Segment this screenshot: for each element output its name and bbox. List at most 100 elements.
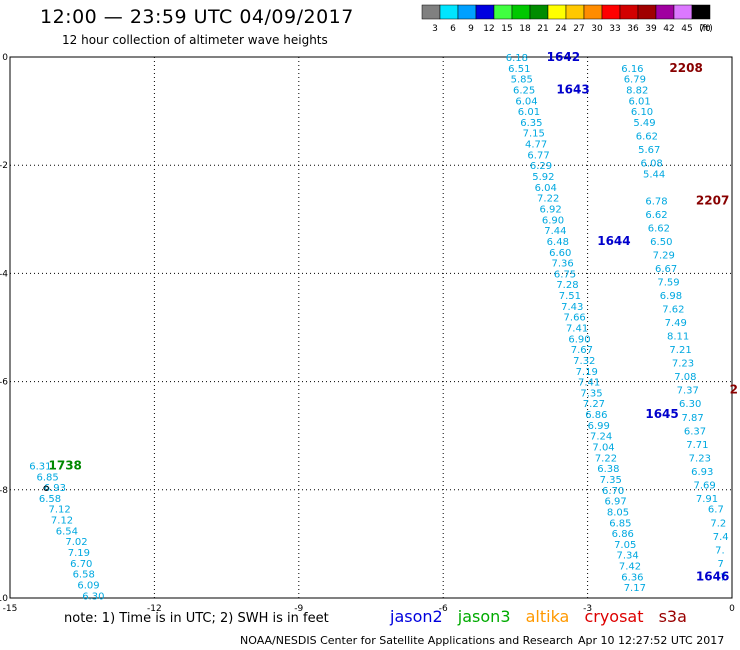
wave-height-value: 6.51: [508, 64, 530, 75]
wave-height-value: 7.04: [592, 443, 614, 454]
page-subtitle: 12 hour collection of altimeter wave hei…: [62, 33, 328, 47]
wave-height-value: 6.62: [645, 210, 667, 221]
wave-height-value: 7.17: [624, 583, 646, 594]
wave-height-value: 7.: [715, 545, 725, 556]
wave-height-value: 6.60: [549, 248, 571, 259]
wave-height-value: 7.62: [662, 305, 684, 316]
wave-height-value: 7.12: [49, 505, 71, 516]
y-tick-label: -8: [0, 486, 8, 496]
wave-height-value: 7.22: [537, 194, 559, 205]
wave-height-value: 6.70: [602, 486, 624, 497]
wave-height-value: 7.87: [681, 413, 703, 424]
y-tick-label: -4: [0, 269, 8, 279]
wave-height-value: 6.31: [29, 461, 51, 472]
color-bin-label: 45: [681, 24, 692, 34]
wave-height-value: 6.79: [624, 75, 646, 86]
color-bin-label: 70: [699, 24, 711, 34]
y-tick-label: -2: [0, 161, 8, 171]
pass-time-label: 1642: [547, 50, 580, 64]
wave-height-value: 6.93: [691, 467, 713, 478]
wave-height-value: 6.37: [684, 426, 706, 437]
wave-height-value: 7.19: [576, 367, 598, 378]
wave-height-value: 7.35: [600, 475, 622, 486]
wave-height-value: 7.43: [561, 302, 583, 313]
color-bin-label: 42: [663, 24, 674, 34]
wave-height-value: 6.38: [597, 464, 619, 475]
wave-height-value: 7.69: [693, 480, 715, 491]
data-layer: 6.316.856.936.587.127.126.547.027.196.70…: [29, 50, 738, 602]
color-bin-unit: (ft): [699, 24, 713, 34]
wave-height-value: 6.90: [542, 215, 564, 226]
wave-height-value: 6.35: [520, 118, 542, 129]
color-bin-label: 33: [609, 24, 620, 34]
wave-height-value: 6.29: [530, 161, 552, 172]
page-title: 12:00 — 23:59 UTC 04/09/2017: [40, 6, 354, 28]
color-bin-label: 36: [627, 24, 639, 34]
wave-height-value: 6.85: [36, 472, 58, 483]
wave-height-value: 6.18: [506, 53, 528, 64]
wave-height-value: 6.10: [631, 107, 653, 118]
wave-height-value: 8.11: [667, 332, 689, 343]
wave-height-value: 7.02: [65, 537, 87, 548]
wave-height-value: 6.09: [77, 580, 99, 591]
wave-height-value: 7.67: [571, 345, 593, 356]
legend-jason3: jason3: [457, 607, 511, 626]
wave-height-value: 6.70: [70, 559, 92, 570]
wave-height-value: 6.58: [39, 494, 61, 505]
wave-height-value: 4.77: [525, 140, 547, 151]
color-bin-70: [691, 4, 711, 20]
wave-height-value: 6.04: [535, 183, 557, 194]
pass-time-label: 2207: [696, 193, 729, 207]
color-bin-label: 30: [591, 24, 603, 34]
x-tick-label: -9: [294, 604, 303, 614]
satellite-legend: jason2 jason3 altika cryosat s3a: [390, 607, 697, 626]
wave-height-value: 7.59: [657, 278, 679, 289]
generated-timestamp: Apr 10 12:27:52 UTC 2017: [578, 634, 725, 647]
wave-height-value: 6.85: [609, 518, 631, 529]
wave-height-value: 7: [718, 559, 724, 570]
wave-height-value: 6.08: [641, 158, 663, 169]
wave-height-value: 6.04: [515, 96, 537, 107]
wave-height-value: 5.92: [532, 172, 554, 183]
x-tick-label: -15: [3, 604, 18, 614]
wave-height-value: 6.90: [568, 334, 590, 345]
wave-height-value: 7.27: [583, 399, 605, 410]
wave-height-plot: -15-12-9-6-300-2-4-6-8-106.316.856.936.5…: [0, 50, 738, 614]
wave-height-value: 7.4: [713, 532, 729, 543]
wave-height-value: 7.34: [616, 551, 638, 562]
wave-height-value: 6.25: [513, 85, 535, 96]
wave-height-value: 5.44: [643, 169, 665, 180]
y-tick-label: -6: [0, 378, 8, 388]
wave-height-value: 6.16: [621, 64, 643, 75]
wave-height-value: 6.98: [660, 291, 682, 302]
wave-height-value: 5.49: [633, 118, 655, 129]
wave-height-value: 7.29: [653, 250, 675, 261]
legend-cryosat: cryosat: [584, 607, 644, 626]
x-tick-label: -12: [147, 604, 162, 614]
wave-height-value: 7.21: [669, 345, 691, 356]
legend-s3a: s3a: [658, 607, 687, 626]
wave-height-value: 7.22: [595, 453, 617, 464]
color-bin-label: 6: [450, 24, 456, 34]
wave-height-value: 6.86: [612, 529, 634, 540]
wave-height-value: 7.49: [665, 318, 687, 329]
pass-time-label: 2: [730, 383, 738, 397]
wave-height-value: 7.51: [559, 291, 581, 302]
wave-height-value: 6.50: [650, 237, 672, 248]
color-bin-label: 27: [573, 24, 584, 34]
wave-height-value: 7.28: [556, 280, 578, 291]
wave-height-value: 6.97: [604, 497, 626, 508]
wave-height-value: 7.66: [564, 313, 586, 324]
color-bin-label: 39: [645, 24, 657, 34]
wave-height-value: 6.99: [588, 421, 610, 432]
pass-time-label: 1646: [696, 569, 729, 583]
wave-height-value: 6.58: [73, 570, 95, 581]
pass-time-label: 1738: [49, 458, 82, 472]
wave-height-value: 7.19: [68, 548, 90, 559]
wave-height-value: 7.42: [619, 562, 641, 573]
pass-time-label: 1644: [597, 234, 630, 248]
pass-time-label: 1643: [556, 82, 589, 96]
wave-height-value: 7.12: [51, 516, 73, 527]
wave-height-value: 6.7: [708, 505, 724, 516]
wave-height-value: 7.37: [677, 386, 699, 397]
